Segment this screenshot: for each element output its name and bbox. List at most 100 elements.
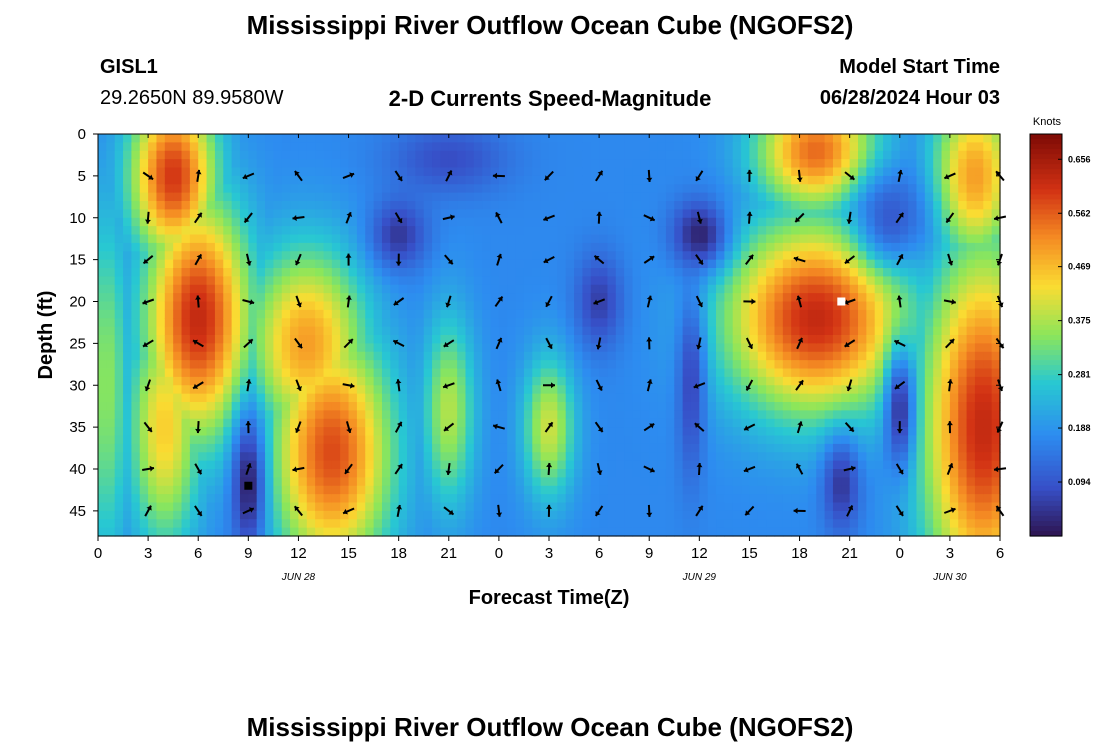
heatmap-cell — [323, 335, 333, 344]
heatmap-cell — [290, 284, 300, 294]
heatmap-cell — [640, 335, 650, 344]
heatmap-cell — [131, 175, 141, 185]
heatmap-cell — [640, 452, 650, 462]
heatmap-cell — [189, 150, 199, 160]
heatmap-cell — [206, 293, 216, 303]
heatmap-cell — [148, 460, 158, 470]
heatmap-cell — [807, 251, 817, 261]
heatmap-cell — [482, 242, 492, 252]
heatmap-cell — [381, 309, 391, 319]
heatmap-cell — [373, 368, 383, 378]
heatmap-cell — [356, 242, 366, 252]
heatmap-cell — [824, 435, 834, 445]
heatmap-cell — [891, 410, 901, 420]
heatmap-cell — [582, 142, 592, 152]
heatmap-cell — [248, 234, 258, 244]
heatmap-cell — [273, 217, 283, 227]
heatmap-cell — [866, 268, 876, 277]
heatmap-cell — [189, 402, 199, 411]
heatmap-cell — [523, 376, 533, 386]
heatmap-cell — [699, 301, 709, 311]
heatmap-cell — [206, 418, 216, 428]
heatmap-cell — [265, 477, 274, 487]
heatmap-cell — [507, 443, 517, 453]
heatmap-cell — [214, 460, 224, 470]
heatmap-cell — [565, 385, 575, 395]
heatmap-cell — [265, 217, 274, 227]
heatmap-cell — [574, 360, 584, 370]
heatmap-cell — [423, 519, 433, 529]
heatmap-cell — [490, 435, 500, 445]
heatmap-cell — [490, 519, 500, 529]
heatmap-cell — [891, 209, 901, 219]
heatmap-cell — [123, 301, 133, 311]
heatmap-cell — [365, 494, 375, 504]
heatmap-cell — [874, 184, 884, 194]
heatmap-cell — [515, 519, 525, 529]
heatmap-cell — [373, 402, 383, 411]
heatmap-cell — [306, 301, 316, 311]
heatmap-cell — [549, 142, 558, 152]
heatmap-cell — [866, 452, 876, 462]
heatmap-cell — [323, 452, 333, 462]
heatmap-cell — [457, 251, 467, 261]
heatmap-cell — [741, 335, 751, 344]
heatmap-cell — [774, 351, 784, 361]
heatmap-cell — [340, 435, 350, 445]
heatmap-cell — [331, 209, 341, 219]
heatmap-cell — [682, 268, 692, 277]
heatmap-cell — [766, 242, 776, 252]
heatmap-cell — [933, 142, 943, 152]
heatmap-cell — [640, 477, 650, 487]
heatmap-cell — [849, 410, 859, 420]
heatmap-cell — [156, 368, 166, 378]
heatmap-cell — [599, 343, 609, 353]
heatmap-cell — [106, 284, 116, 294]
heatmap-cell — [123, 402, 133, 411]
heatmap-cell — [315, 376, 325, 386]
heatmap-cell — [407, 435, 416, 445]
heatmap-cell — [674, 251, 684, 261]
heatmap-cell — [866, 234, 876, 244]
heatmap-cell — [273, 502, 283, 512]
heatmap-cell — [665, 360, 675, 370]
heatmap-cell — [757, 443, 767, 453]
heatmap-cell — [574, 343, 584, 353]
heatmap-cell — [498, 477, 508, 487]
heatmap-cell — [816, 284, 826, 294]
heatmap-cell — [883, 293, 893, 303]
heatmap-cell — [582, 360, 592, 370]
heatmap-cell — [540, 192, 550, 202]
heatmap-cell — [549, 402, 558, 411]
heatmap-cell — [774, 435, 784, 445]
heatmap-cell — [874, 301, 884, 311]
heatmap-cell — [457, 259, 467, 269]
heatmap-cell — [949, 527, 959, 537]
heatmap-cell — [749, 376, 759, 386]
heatmap-cell — [540, 393, 550, 403]
heatmap-cell — [749, 251, 759, 261]
heatmap-cell — [106, 150, 116, 160]
heatmap-cell — [757, 427, 767, 437]
heatmap-cell — [423, 142, 433, 152]
heatmap-cell — [757, 192, 767, 202]
heatmap-cell — [139, 335, 149, 344]
heatmap-cell — [281, 142, 291, 152]
heatmap-cell — [941, 301, 951, 311]
heatmap-cell — [766, 393, 776, 403]
heatmap-cell — [465, 519, 475, 529]
heatmap-cell — [407, 527, 416, 537]
heatmap-cell — [356, 343, 366, 353]
heatmap-cell — [373, 519, 383, 529]
heatmap-cell — [766, 234, 776, 244]
heatmap-cell — [724, 519, 734, 529]
heatmap-cell — [665, 510, 675, 520]
heatmap-cell — [448, 452, 458, 462]
heatmap-cell — [908, 318, 918, 328]
heatmap-cell — [782, 242, 792, 252]
heatmap-cell — [849, 209, 859, 219]
heatmap-cell — [507, 494, 517, 504]
heatmap-cell — [883, 502, 893, 512]
heatmap-cell — [173, 460, 183, 470]
heatmap-cell — [791, 184, 801, 194]
